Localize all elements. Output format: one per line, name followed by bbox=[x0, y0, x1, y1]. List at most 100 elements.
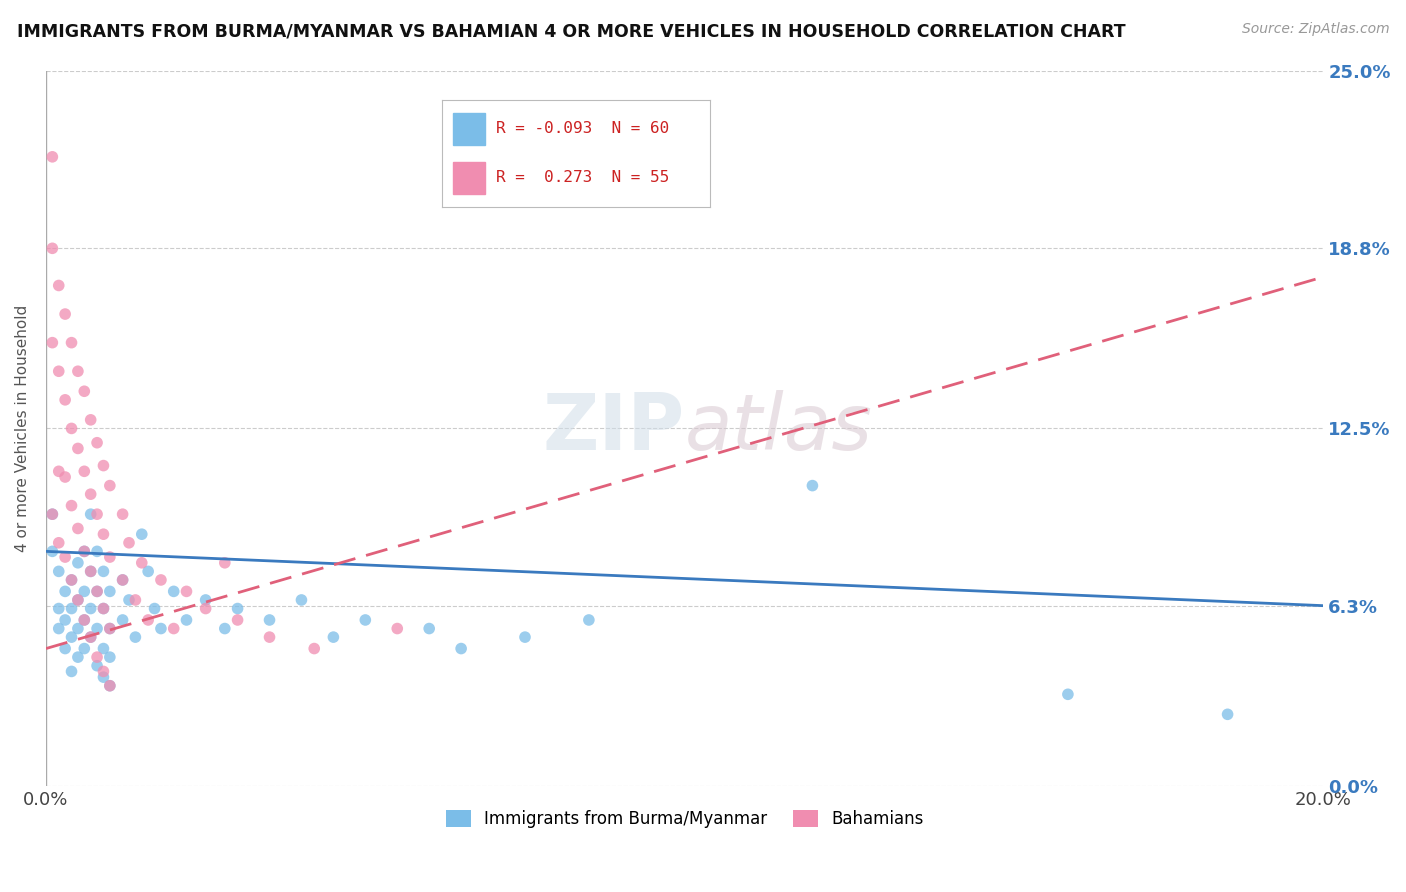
Point bbox=[86, 544, 108, 558]
Point bbox=[48, 535, 70, 549]
Point bbox=[66, 364, 89, 378]
Point bbox=[66, 556, 89, 570]
Point bbox=[98, 650, 121, 665]
Point bbox=[98, 679, 121, 693]
Point bbox=[53, 613, 76, 627]
Point bbox=[60, 573, 83, 587]
Point bbox=[79, 487, 101, 501]
Point bbox=[73, 613, 96, 627]
Point bbox=[66, 521, 89, 535]
Point bbox=[79, 601, 101, 615]
Point bbox=[136, 613, 159, 627]
Point bbox=[41, 544, 63, 558]
Point bbox=[73, 641, 96, 656]
Point bbox=[86, 650, 108, 665]
Point bbox=[98, 478, 121, 492]
Point bbox=[73, 464, 96, 478]
Point bbox=[214, 556, 236, 570]
Point bbox=[259, 630, 281, 644]
Point bbox=[149, 622, 172, 636]
Point bbox=[226, 613, 249, 627]
Point bbox=[93, 458, 115, 473]
Point bbox=[176, 584, 198, 599]
Point bbox=[194, 601, 217, 615]
Legend: Immigrants from Burma/Myanmar, Bahamians: Immigrants from Burma/Myanmar, Bahamians bbox=[440, 803, 929, 835]
Point bbox=[93, 527, 115, 541]
Point bbox=[53, 550, 76, 565]
Point bbox=[111, 613, 134, 627]
Point bbox=[163, 622, 186, 636]
Point bbox=[79, 507, 101, 521]
Point bbox=[302, 641, 325, 656]
Point bbox=[66, 593, 89, 607]
Point bbox=[354, 613, 377, 627]
Point bbox=[73, 584, 96, 599]
Point bbox=[194, 593, 217, 607]
Point bbox=[111, 573, 134, 587]
Point bbox=[53, 641, 76, 656]
Point bbox=[73, 544, 96, 558]
Point bbox=[48, 364, 70, 378]
Point bbox=[418, 622, 440, 636]
Point bbox=[513, 630, 536, 644]
Point bbox=[73, 613, 96, 627]
Point bbox=[60, 630, 83, 644]
Point bbox=[60, 601, 83, 615]
Text: ZIP: ZIP bbox=[543, 391, 685, 467]
Point bbox=[387, 622, 409, 636]
Point bbox=[48, 464, 70, 478]
Point bbox=[73, 544, 96, 558]
Point bbox=[136, 565, 159, 579]
Point bbox=[48, 278, 70, 293]
Point bbox=[93, 670, 115, 684]
Point bbox=[86, 584, 108, 599]
Point bbox=[578, 613, 600, 627]
Point bbox=[86, 584, 108, 599]
Text: atlas: atlas bbox=[685, 391, 873, 467]
Point bbox=[98, 584, 121, 599]
Point bbox=[93, 665, 115, 679]
Point bbox=[143, 601, 166, 615]
Point bbox=[79, 630, 101, 644]
Point bbox=[176, 613, 198, 627]
Text: Source: ZipAtlas.com: Source: ZipAtlas.com bbox=[1241, 22, 1389, 37]
Point bbox=[290, 593, 312, 607]
Point bbox=[214, 622, 236, 636]
Point bbox=[98, 622, 121, 636]
Point bbox=[131, 556, 153, 570]
Point bbox=[93, 601, 115, 615]
Point bbox=[60, 665, 83, 679]
Point bbox=[322, 630, 344, 644]
Text: IMMIGRANTS FROM BURMA/MYANMAR VS BAHAMIAN 4 OR MORE VEHICLES IN HOUSEHOLD CORREL: IMMIGRANTS FROM BURMA/MYANMAR VS BAHAMIA… bbox=[17, 22, 1125, 40]
Point bbox=[79, 565, 101, 579]
Point bbox=[79, 413, 101, 427]
Point bbox=[86, 507, 108, 521]
Point bbox=[53, 392, 76, 407]
Point bbox=[73, 384, 96, 399]
Point bbox=[66, 622, 89, 636]
Point bbox=[163, 584, 186, 599]
Point bbox=[48, 565, 70, 579]
Point bbox=[98, 550, 121, 565]
Point bbox=[48, 622, 70, 636]
Point bbox=[66, 442, 89, 456]
Point bbox=[41, 507, 63, 521]
Point bbox=[93, 601, 115, 615]
Point bbox=[66, 650, 89, 665]
Point bbox=[131, 527, 153, 541]
Point bbox=[93, 565, 115, 579]
Point bbox=[79, 630, 101, 644]
Point bbox=[98, 679, 121, 693]
Point bbox=[41, 241, 63, 255]
Point bbox=[60, 421, 83, 435]
Point bbox=[226, 601, 249, 615]
Point bbox=[48, 601, 70, 615]
Point bbox=[60, 573, 83, 587]
Point bbox=[259, 613, 281, 627]
Point bbox=[53, 470, 76, 484]
Point bbox=[98, 622, 121, 636]
Point bbox=[53, 307, 76, 321]
Point bbox=[60, 499, 83, 513]
Point bbox=[41, 507, 63, 521]
Point bbox=[111, 507, 134, 521]
